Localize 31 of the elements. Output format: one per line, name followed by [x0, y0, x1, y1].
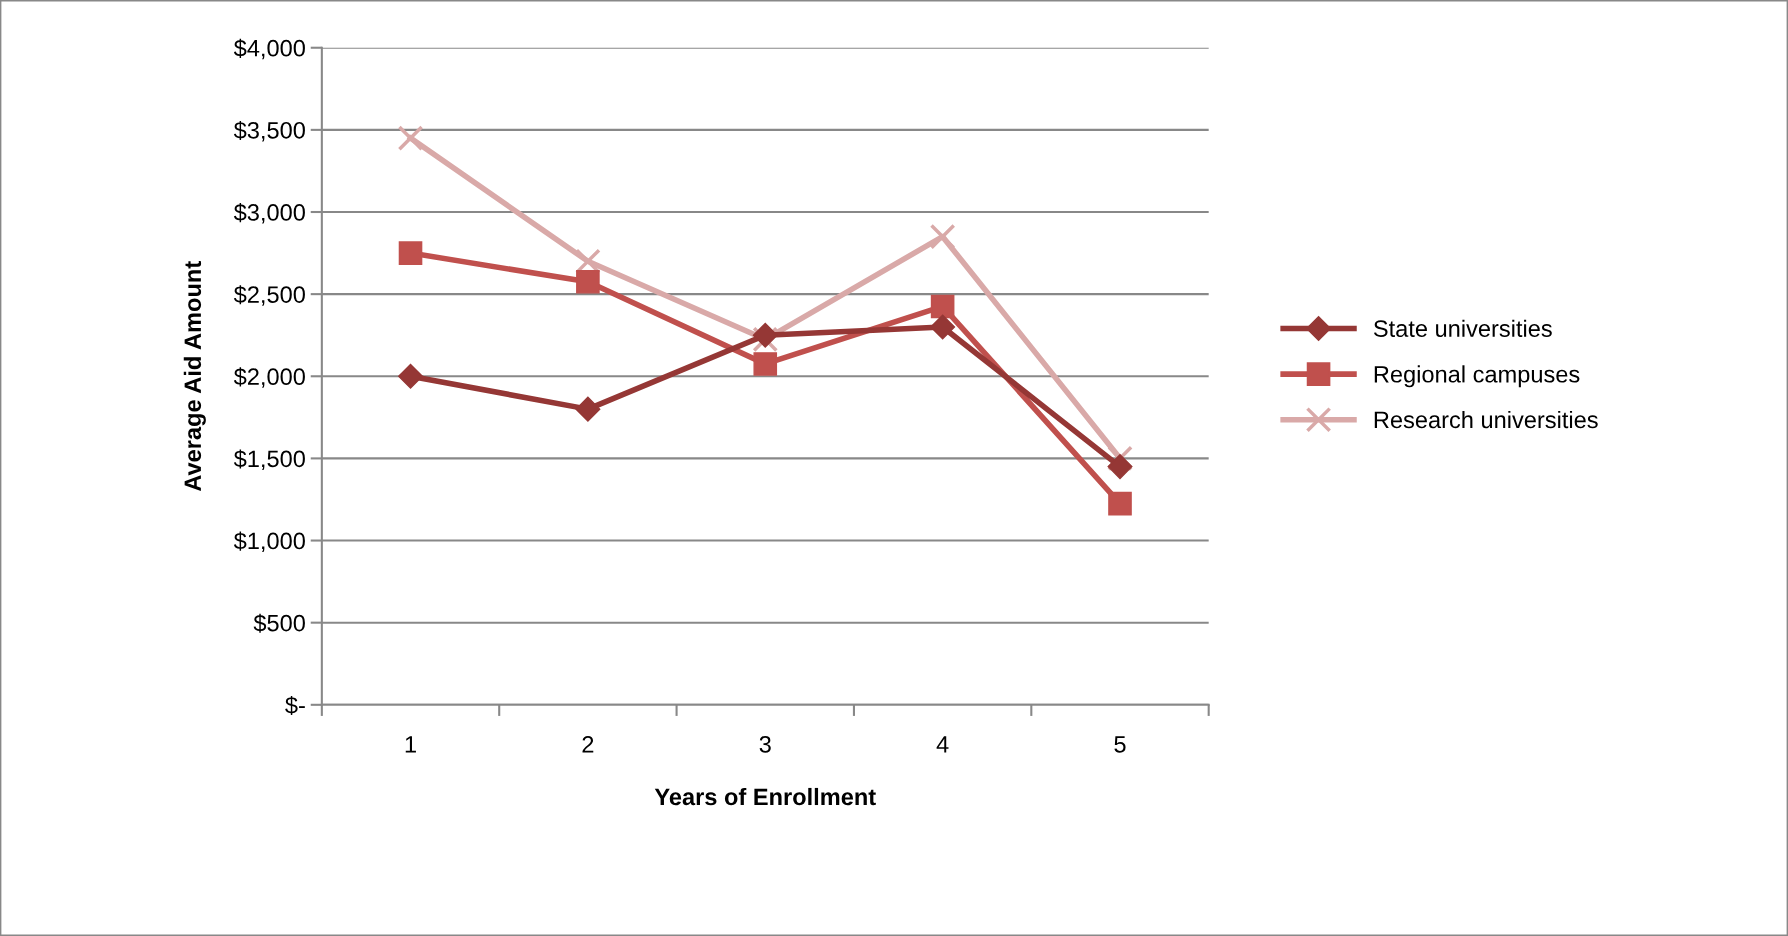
x-axis-title: Years of Enrollment — [654, 787, 876, 806]
point — [1107, 454, 1133, 480]
y-tick-label: $- — [285, 695, 305, 715]
point — [930, 314, 956, 340]
x-tick-label: 1 — [405, 736, 416, 753]
y-tick-label: $500 — [253, 613, 305, 633]
x-tick-label: 5 — [1114, 736, 1126, 753]
point — [1108, 491, 1132, 516]
y-tick-label: $1,000 — [233, 531, 305, 553]
y-tick-label: $3,500 — [233, 120, 305, 142]
y-tick-label: $1,500 — [233, 449, 305, 470]
point — [930, 294, 955, 319]
point — [929, 223, 956, 250]
x-tick-label: 2 — [582, 735, 594, 753]
x-tick-label: 4 — [936, 736, 949, 753]
point — [575, 396, 601, 422]
legend-label: Regional campuses — [1374, 365, 1580, 388]
y-axis-title: Average Aid Amount — [183, 261, 206, 492]
point — [397, 125, 424, 151]
y-tick-label: $2,500 — [233, 285, 305, 306]
y-tick-label: $4,000 — [233, 38, 305, 60]
legend-label: Research universities — [1374, 410, 1598, 429]
y-tick-label: $2,000 — [233, 367, 305, 388]
point — [398, 241, 423, 265]
point — [753, 352, 778, 376]
point — [398, 363, 424, 389]
point — [576, 270, 600, 294]
y-tick-label: $3,000 — [233, 203, 305, 224]
point — [752, 322, 778, 348]
x-tick-label: 3 — [759, 735, 771, 753]
legend-label: State universities — [1373, 319, 1552, 337]
